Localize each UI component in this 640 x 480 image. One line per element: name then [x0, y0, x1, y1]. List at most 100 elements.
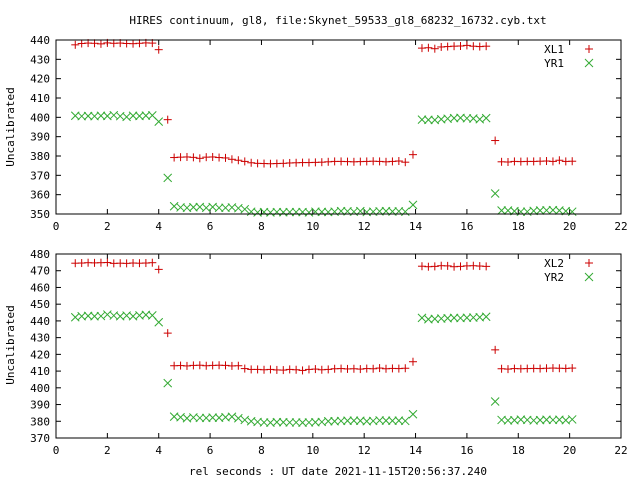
yr2-point [394, 416, 404, 425]
yr2-point [201, 413, 211, 423]
yr2-point [285, 418, 295, 427]
bottom-x-tick-label: 10 [306, 444, 319, 457]
top-x-tick-label: 18 [512, 220, 525, 233]
xl2-point [369, 364, 378, 373]
xl2-point [163, 329, 172, 338]
xl1-point [247, 158, 256, 167]
yr1-point [128, 111, 138, 121]
yr2-point [468, 313, 478, 322]
yr1-point [240, 204, 250, 214]
top-y-tick-label: 350 [30, 208, 50, 221]
yr1-point [141, 111, 151, 120]
top-x-tick-label: 10 [306, 220, 319, 233]
xl1-point [234, 156, 243, 165]
xl2-point [430, 262, 439, 271]
xl1-point [71, 40, 80, 49]
yr2-point [336, 416, 346, 426]
yr2-point [503, 416, 513, 425]
yr1-point [462, 113, 472, 123]
xl1-point [548, 157, 557, 166]
xl1-point [456, 41, 465, 50]
bottom-data-points [70, 258, 577, 427]
top-y-tick-label: 420 [30, 73, 50, 86]
bottom-plot-frame [55, 253, 622, 439]
yr2-point [516, 415, 526, 424]
top-x-tick-label: 16 [460, 220, 473, 233]
xl2-legend-marker [585, 259, 593, 267]
yr2-point [436, 314, 446, 323]
xl2-point [568, 364, 577, 373]
yr2-point [304, 418, 314, 427]
xl2-point [240, 364, 249, 373]
bottom-x-tick-label: 22 [614, 444, 627, 457]
yr2-point [163, 378, 173, 388]
xl2-point [504, 365, 512, 374]
bottom-y-tick-label: 390 [30, 399, 50, 412]
xl2-point [375, 364, 384, 373]
yr2-point [311, 417, 320, 427]
xl1-point [430, 44, 439, 53]
xl1-point [96, 39, 105, 48]
bottom-panel: Uncalibrated 0 2 4 6 8 10 12 14 16 18 20 22 370 380 39… [4, 248, 628, 457]
yr2-point [381, 416, 391, 425]
yr1-point [291, 207, 301, 217]
xl2-point [266, 365, 275, 374]
xl1-point [90, 39, 99, 48]
bottom-y-tick-label: 430 [30, 332, 50, 345]
xl2-point [482, 262, 491, 271]
xl2-point [456, 262, 465, 271]
yr2-point [424, 314, 433, 324]
yr2-point [567, 415, 577, 424]
bottom-y-tick-label: 380 [30, 415, 50, 428]
yr2-point [542, 415, 551, 425]
bottom-y-tick-label: 470 [30, 265, 50, 278]
bottom-y-tick-label: 480 [30, 248, 50, 261]
bottom-x-tick-label: 0 [53, 444, 60, 457]
yr1-point [424, 115, 433, 125]
yr2-point [449, 313, 459, 323]
xl1-point [408, 150, 417, 159]
bottom-x-tick-label: 18 [512, 444, 525, 457]
xl2-point [401, 364, 410, 373]
yr2-point [272, 417, 282, 427]
xl1-point [189, 153, 198, 162]
xl1-point [221, 153, 230, 162]
yr1-point [272, 207, 282, 217]
yr2-point [343, 416, 352, 426]
yr1-point [497, 206, 506, 215]
yr2-point [400, 416, 410, 426]
top-x-tick-label: 20 [563, 220, 576, 233]
top-y-tick-label: 360 [30, 189, 50, 202]
xl1-point [462, 41, 471, 50]
yr2-point [278, 417, 288, 427]
yr1-point [96, 111, 106, 121]
bottom-x-tick-label: 14 [409, 444, 423, 457]
xl1-point [504, 157, 512, 166]
xl1-point [555, 156, 564, 165]
yr1-point [449, 113, 459, 123]
yr1-legend-label: YR1 [544, 57, 564, 70]
top-plot-frame [55, 39, 622, 215]
xl1-legend-label: XL1 [544, 43, 564, 56]
xl1-point [163, 115, 172, 124]
yr1-point [535, 206, 545, 215]
top-x-tick-label: 22 [614, 220, 627, 233]
top-x-tick-label: 4 [155, 220, 162, 233]
xl1-point [401, 158, 410, 167]
top-x-tick-label: 0 [53, 220, 60, 233]
bottom-y-tick-label: 420 [30, 348, 50, 361]
yr2-point [490, 397, 500, 406]
bottom-y-tick-label: 460 [30, 281, 50, 294]
yr1-point [77, 111, 87, 121]
yr2-point [195, 413, 205, 423]
bottom-x-tick-label: 12 [358, 444, 371, 457]
yr2-point [208, 413, 218, 422]
yr1-point [163, 173, 173, 183]
top-x-tick-label: 6 [207, 220, 214, 233]
yr2-point [529, 416, 539, 425]
yr1-point [317, 207, 327, 217]
yr1-legend-marker [584, 58, 594, 68]
bottom-y-tick-label: 370 [30, 432, 50, 445]
